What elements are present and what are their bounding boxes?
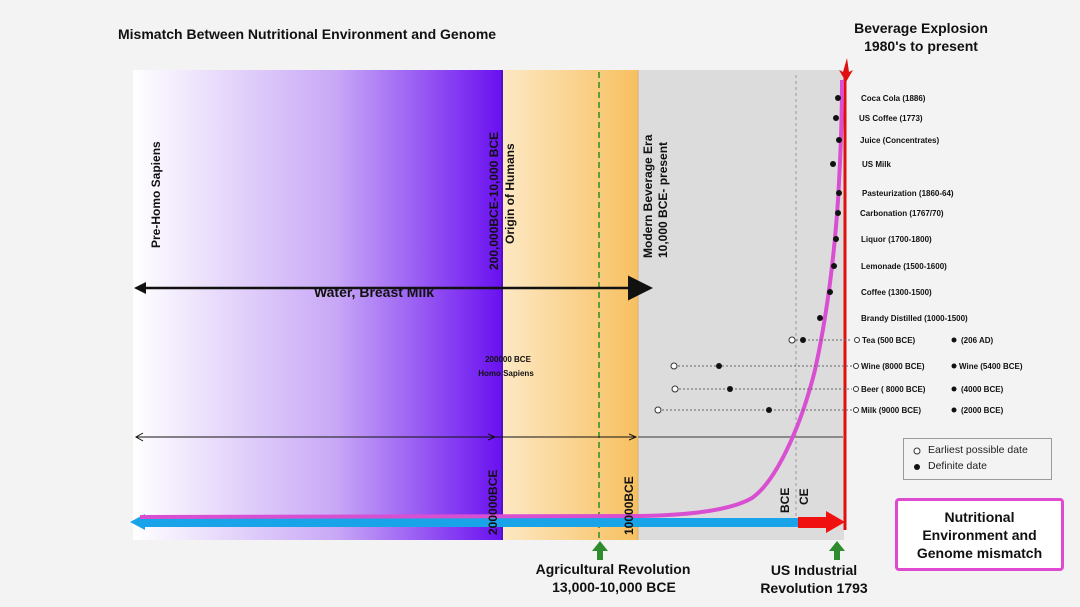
dot-brandy [817, 315, 823, 321]
beverage-label: US Coffee (1773) [859, 114, 923, 123]
legend-definite-marker [914, 464, 920, 470]
mismatch-line3: Genome mismatch [916, 544, 1043, 561]
modern-era-line1: Modern Beverage Era [641, 134, 655, 258]
tea-earliest [788, 336, 796, 344]
mismatch-line1: Nutritional [944, 508, 1015, 525]
range-label: Tea (500 BCE) [862, 336, 916, 345]
beverage-label: Coffee (1300-1500) [861, 288, 932, 297]
range-label: Milk (9000 BCE) [861, 406, 921, 415]
milk-earliest [654, 406, 662, 414]
axis-ce: CE [797, 488, 811, 505]
beer-definite [727, 386, 733, 392]
range-labels: Tea (500 BCE) (206 AD) Wine (8000 BCE) W… [853, 336, 1023, 415]
beverage-curve [139, 79, 844, 519]
milk-label-dot [853, 407, 859, 413]
axis-bce: BCE [778, 488, 792, 513]
dot-pasteurization [836, 190, 842, 196]
pre-homo-band [133, 70, 502, 540]
water-breast-milk-label: Water, Breast Milk [314, 284, 434, 300]
range-definite-label: (206 AD) [961, 336, 993, 345]
wine-definite [716, 363, 722, 369]
homo-sapiens-line2: Homo Sapiens [478, 369, 534, 378]
agricultural-arrow [592, 541, 608, 560]
dot-liquor [833, 236, 839, 242]
legend-definite-label: Definite date [928, 460, 987, 472]
origin-label-line1: 200,000BCE-10,000 BCE [487, 132, 501, 270]
range-definite-label: Wine (5400 BCE) [959, 362, 1023, 371]
modern-band [638, 70, 844, 540]
beverage-label: Carbonation (1767/70) [860, 209, 944, 218]
industrial-revolution-line1: US Industrial [771, 562, 857, 578]
genome-mismatch-box: Nutritional Environment and Genome misma… [895, 498, 1064, 571]
range-label: Beer ( 8000 BCE) [861, 385, 926, 394]
legend-earliest-label: Earliest possible date [928, 444, 1028, 456]
agricultural-revolution-line2: 13,000-10,000 BCE [552, 579, 676, 595]
wine-label-dot [853, 363, 859, 369]
beverage-label: Liquor (1700-1800) [861, 235, 932, 244]
beverage-label: Brandy Distilled (1000-1500) [861, 314, 968, 323]
legend-markers [913, 447, 921, 470]
legend: Earliest possible date Definite date [903, 438, 1052, 480]
range-definite-label: (2000 BCE) [961, 406, 1004, 415]
origin-band [502, 70, 638, 540]
beverage-explosion-arrow [839, 58, 853, 82]
range-definite-label: (4000 BCE) [961, 385, 1004, 394]
modern-era-line2: 10,000 BCE- present [656, 142, 670, 258]
axis-10000bce: 10000BCE [622, 476, 636, 535]
axis-200000bce: 200000BCE [486, 470, 500, 535]
beverage-label: Lemonade (1500-1600) [861, 262, 947, 271]
homo-sapiens-line1: 200000 BCE [485, 355, 531, 364]
mismatch-line2: Environment and [922, 526, 1037, 543]
beverage-label: Pasteurization (1860-64) [862, 189, 954, 198]
wine-earliest [670, 362, 678, 370]
beverage-explosion-line2: 1980's to present [864, 38, 978, 54]
timeline-red-head [826, 511, 845, 533]
beverage-labels: Coca Cola (1886) US Coffee (1773) Juice … [859, 94, 968, 323]
dot-juice [836, 137, 842, 143]
water-arrow-left-head [134, 282, 146, 294]
milk-definite [766, 407, 772, 413]
timeline-red-bar [798, 517, 828, 528]
origin-label-line2: Origin of Humans [503, 143, 517, 244]
beer-earliest [671, 385, 679, 393]
legend-earliest-marker [913, 447, 921, 455]
beverage-label: US Milk [862, 160, 891, 169]
dot-carbonation [835, 210, 841, 216]
agricultural-revolution-line1: Agricultural Revolution [536, 561, 691, 577]
era-span-arrow-left-head [134, 432, 144, 442]
beverage-label: Juice (Concentrates) [860, 136, 939, 145]
dot-us-milk [830, 161, 836, 167]
diagram-title: Mismatch Between Nutritional Environment… [118, 26, 496, 42]
milk-definite-dot [951, 407, 957, 413]
industrial-arrow [829, 541, 845, 560]
industrial-revolution-line2: Revolution 1793 [760, 580, 868, 596]
dot-lemonade [831, 263, 837, 269]
pre-homo-label: Pre-Homo Sapiens [149, 141, 163, 248]
dot-coffee [827, 289, 833, 295]
wine-definite-dot [951, 363, 957, 369]
dot-coca-cola [835, 95, 841, 101]
tea-definite-dot [951, 337, 957, 343]
tea-label-dot [854, 337, 860, 343]
range-rows [654, 336, 852, 414]
beverage-label: Coca Cola (1886) [861, 94, 926, 103]
beer-definite-dot [951, 386, 957, 392]
dot-us-coffee [833, 115, 839, 121]
timeline-blue-bar [140, 518, 800, 527]
range-label: Wine (8000 BCE) [861, 362, 925, 371]
tea-definite [800, 337, 806, 343]
beverage-explosion-line1: Beverage Explosion [854, 20, 988, 36]
beverage-dots [817, 95, 842, 321]
beer-label-dot [853, 386, 859, 392]
